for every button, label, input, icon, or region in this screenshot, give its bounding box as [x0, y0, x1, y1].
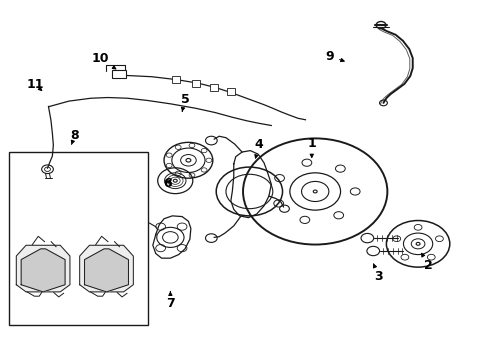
- Text: 5: 5: [180, 93, 189, 111]
- Text: 4: 4: [254, 138, 263, 158]
- Bar: [210, 84, 218, 91]
- Text: 8: 8: [70, 129, 79, 144]
- Text: 11: 11: [27, 78, 44, 91]
- Text: 1: 1: [307, 137, 316, 157]
- Polygon shape: [21, 249, 65, 292]
- Polygon shape: [80, 245, 133, 292]
- Text: 3: 3: [373, 264, 382, 283]
- Text: 9: 9: [325, 50, 344, 63]
- Text: 2: 2: [421, 253, 432, 272]
- Bar: [112, 70, 125, 78]
- Bar: [226, 88, 234, 95]
- Bar: [9, 152, 148, 325]
- Text: 10: 10: [92, 52, 116, 69]
- Polygon shape: [230, 150, 271, 218]
- Polygon shape: [153, 216, 190, 258]
- Bar: [191, 80, 199, 87]
- Text: 6: 6: [163, 177, 171, 190]
- Polygon shape: [84, 249, 128, 292]
- Bar: [172, 76, 180, 83]
- Text: 7: 7: [165, 292, 174, 310]
- Polygon shape: [16, 245, 70, 292]
